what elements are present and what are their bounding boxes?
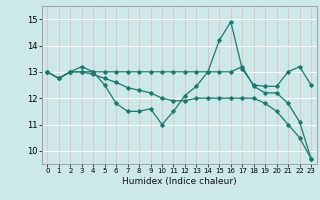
X-axis label: Humidex (Indice chaleur): Humidex (Indice chaleur) [122,177,236,186]
